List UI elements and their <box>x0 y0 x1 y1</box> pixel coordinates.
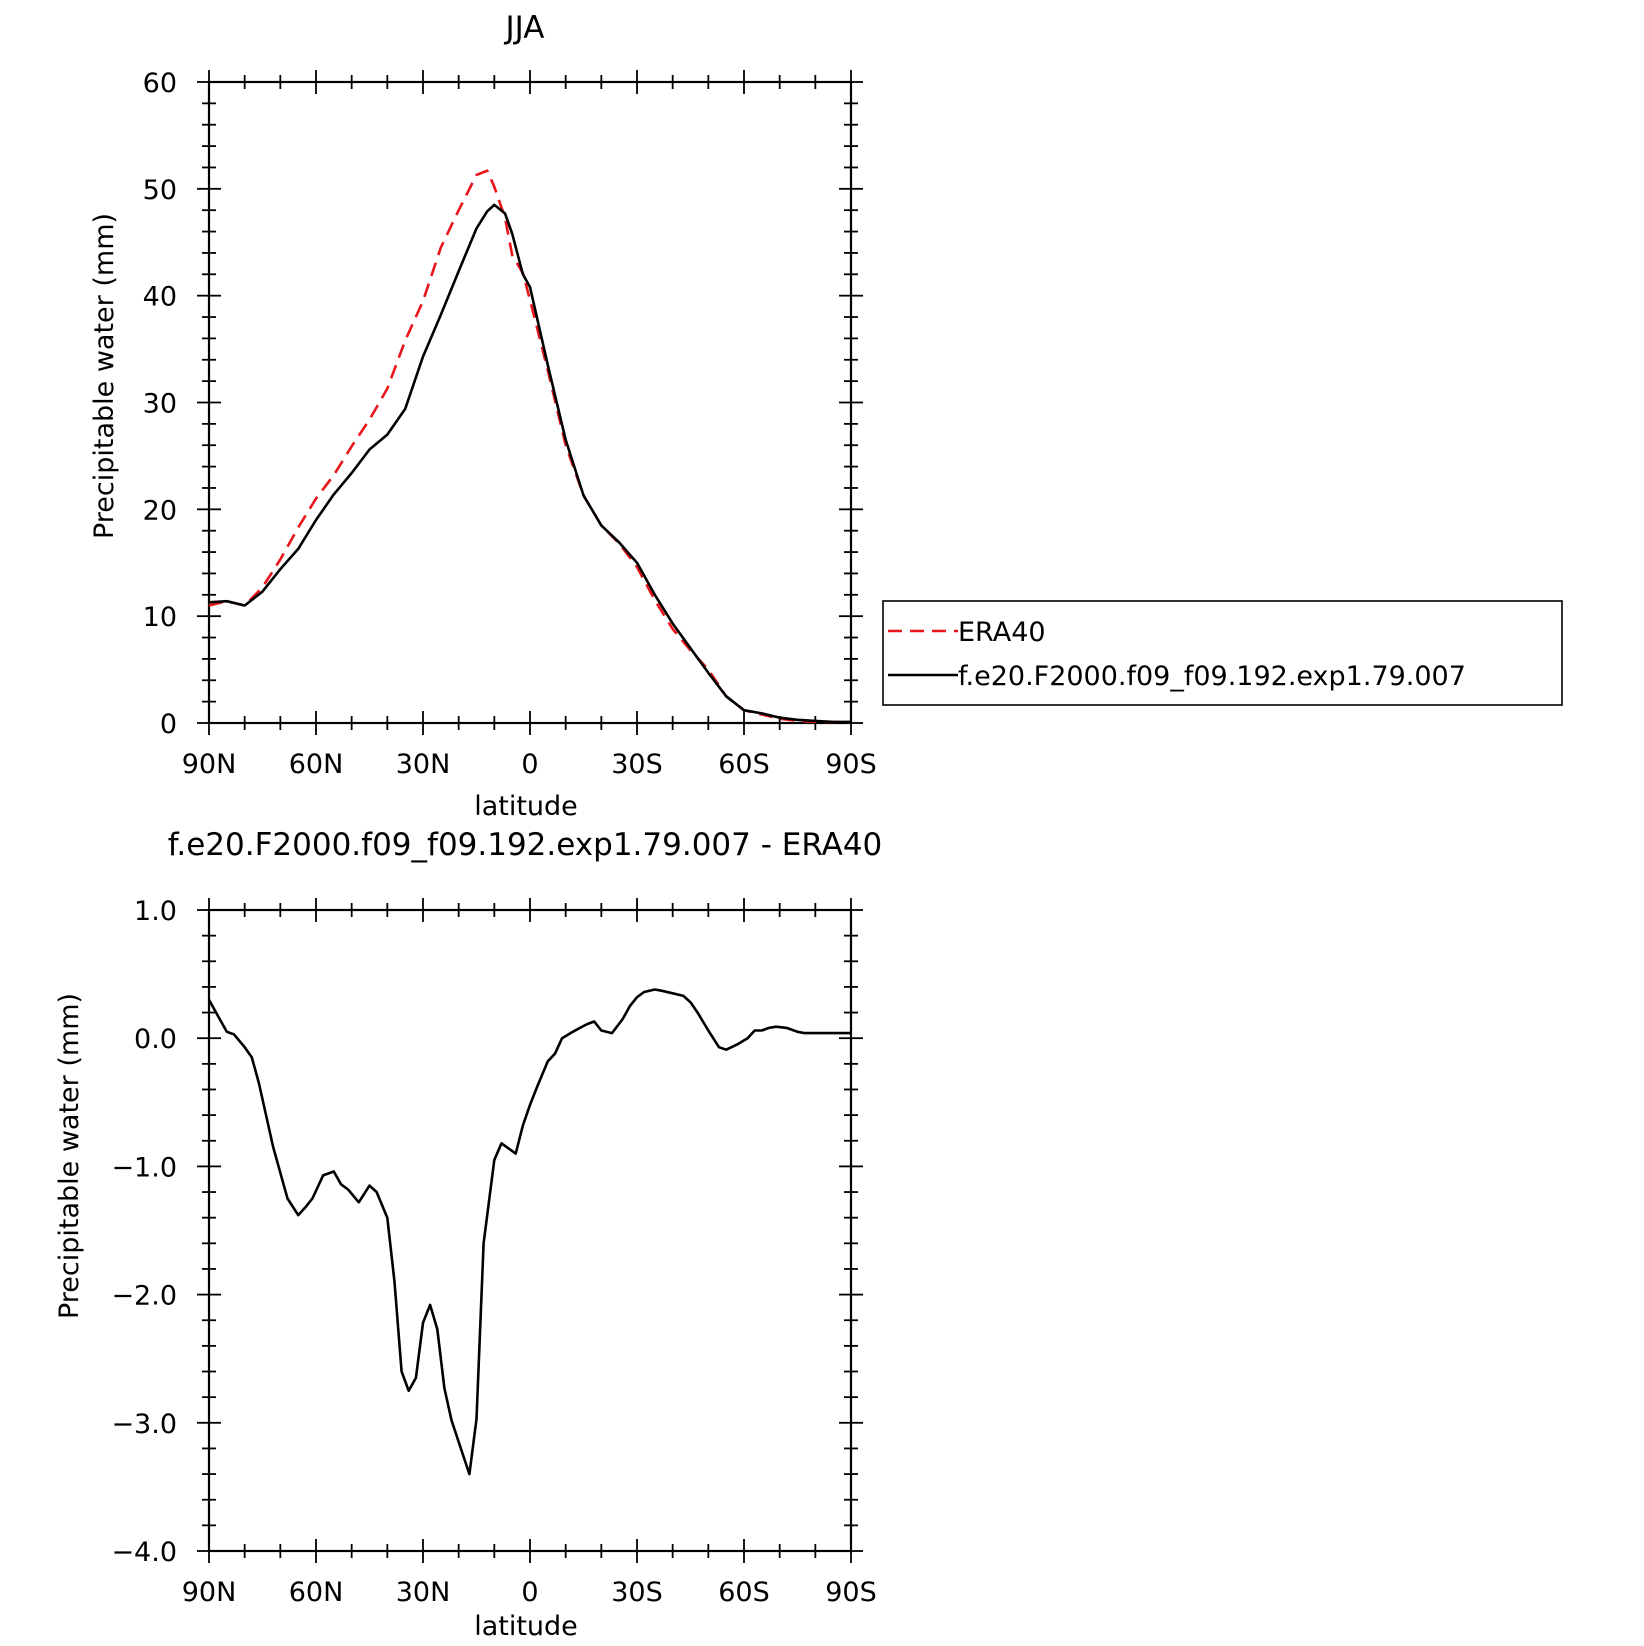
bottom-x-tick-label: 30S <box>611 1577 663 1608</box>
legend-label-era40: ERA40 <box>958 617 1046 648</box>
top-panel-series <box>208 169 851 724</box>
top-y-tick-label: 0 <box>160 709 177 740</box>
bottom-panel-axes: 90N 60N 30N 0 30S 60S 90S −4.0 −3.0 −2.0 −1.0 0.0 1.… <box>111 896 876 1608</box>
bottom-x-tick-label: 60N <box>289 1577 344 1608</box>
top-series-line-1 <box>208 203 851 724</box>
bottom-x-tick-label: 90S <box>825 1577 877 1608</box>
bottom-panel-title: f.e20.F2000.f09_f09.192.exp1.79.007 - ER… <box>168 827 883 863</box>
top-panel: JJA 90N 60N 30N 0 30S 60S 90S 0 10 20 30 40 50 60 lat… <box>89 10 877 822</box>
legend-box <box>882 600 1563 706</box>
top-x-tick-label: 30S <box>611 749 663 780</box>
top-y-tick-label: 50 <box>143 175 177 206</box>
top-x-tick-label: 0 <box>521 749 538 780</box>
legend-label-model: f.e20.F2000.f09_f09.192.exp1.79.007 <box>958 661 1466 692</box>
top-x-tick-label: 90S <box>825 749 877 780</box>
bottom-panel-series <box>207 988 851 1476</box>
bottom-y-tick-label: −2.0 <box>111 1281 177 1312</box>
bottom-y-tick-label: 0.0 <box>134 1024 177 1055</box>
bottom-x-tick-label: 30N <box>396 1577 451 1608</box>
top-y-tick-label: 60 <box>143 68 177 99</box>
top-x-tick-label: 30N <box>396 749 451 780</box>
bottom-panel-y-axis-title: Precipitable water (mm) <box>54 993 85 1319</box>
top-x-tick-label: 60S <box>718 749 770 780</box>
top-panel-x-axis-title: latitude <box>474 791 578 822</box>
bottom-panel-x-axis-title: latitude <box>474 1611 578 1641</box>
top-panel-y-axis-title: Precipitable water (mm) <box>89 213 120 539</box>
bottom-x-tick-label: 90N <box>182 1577 237 1608</box>
top-y-tick-label: 10 <box>143 602 177 633</box>
legend: ERA40 f.e20.F2000.f09_f09.192.exp1.79.00… <box>882 600 1563 706</box>
top-y-tick-label: 20 <box>143 495 177 526</box>
top-panel-axes: 90N 60N 30N 0 30S 60S 90S 0 10 20 30 40 50 60 <box>143 68 877 780</box>
bottom-y-tick-label: −4.0 <box>111 1537 177 1568</box>
top-panel-title: JJA <box>504 10 545 46</box>
bottom-panel: f.e20.F2000.f09_f09.192.exp1.79.007 - ER… <box>54 827 883 1642</box>
top-x-tick-label: 60N <box>289 749 344 780</box>
top-y-tick-label: 40 <box>143 282 177 313</box>
bottom-x-tick-label: 0 <box>521 1577 538 1608</box>
bottom-y-tick-label: −3.0 <box>111 1409 177 1440</box>
top-plot-frame <box>207 80 853 725</box>
bottom-y-tick-label: 1.0 <box>134 896 177 927</box>
top-y-tick-label: 30 <box>143 389 177 420</box>
bottom-x-tick-label: 60S <box>718 1577 770 1608</box>
bottom-series-line-0 <box>207 988 851 1476</box>
bottom-plot-frame <box>207 908 853 1553</box>
bottom-y-tick-label: −1.0 <box>111 1152 177 1183</box>
top-series-line-0 <box>208 169 851 724</box>
top-x-tick-label: 90N <box>182 749 237 780</box>
